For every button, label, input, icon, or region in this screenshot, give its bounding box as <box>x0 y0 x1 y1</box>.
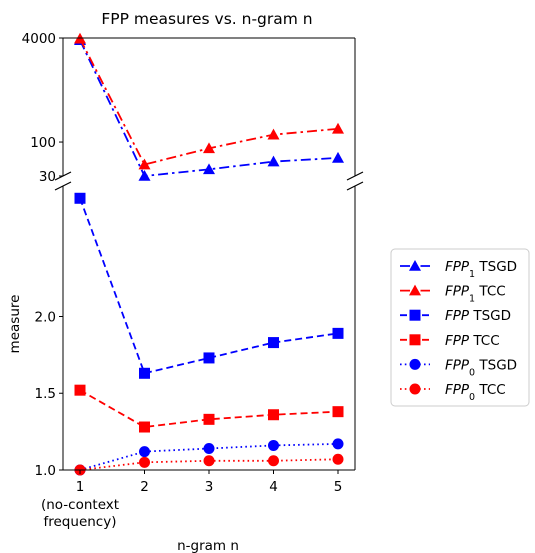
x-tick-label-1: 2 <box>140 479 149 495</box>
legend-entry-0-marker <box>409 260 421 271</box>
bottom-panel-series-3-point-4 <box>332 453 344 465</box>
bottom-y-tick-label-1: 1.5 <box>35 386 56 402</box>
bottom-panel-series-3-point-3 <box>268 455 279 467</box>
bottom-panel-series-2-point-4 <box>332 438 344 450</box>
x-tick-label-3: 4 <box>269 479 278 495</box>
bottom-panel-series-0-line <box>79 197 339 375</box>
top-panel-series-0-line <box>79 39 339 177</box>
legend-entry-3-label: FPP TCC <box>445 333 500 349</box>
x-tick-label-4: 5 <box>334 479 343 495</box>
bottom-panel-series-0-point-0 <box>74 192 86 204</box>
legend: FPP1 TSGD FPP1 TCC FPP TSGD FPP TCC FPP0 TSG… <box>390 248 530 407</box>
bottom-y-tick-label-0: 1.0 <box>35 463 56 479</box>
bottom-panel-series-0-point-1 <box>139 367 150 379</box>
chart-title: FPP measures vs. n-gram n <box>101 10 312 28</box>
legend-entry-5-marker <box>409 383 421 395</box>
legend-entry-3-marker <box>409 334 421 346</box>
bottom-y-tick-label-2: 2.0 <box>35 309 56 325</box>
bottom-panel-series-3-line <box>79 458 339 471</box>
axes <box>54 37 364 471</box>
bottom-panel-series-1-point-3 <box>268 409 279 421</box>
bottom-panel-series-3-point-1 <box>139 456 150 468</box>
bottom-panel-series <box>74 192 344 476</box>
bottom-panel-series-1-point-0 <box>74 384 86 396</box>
x-tick-label-2: 3 <box>205 479 214 495</box>
bottom-panel-series-2-point-2 <box>203 443 215 455</box>
top-panel-series-0-point-3 <box>267 155 280 167</box>
legend-entry-4-label: FPP0 TSGD <box>445 357 517 378</box>
legend-entry-2-label: FPP TSGD <box>445 308 511 324</box>
top-y-tick-label-0: 30 <box>39 169 56 185</box>
legend-entry-0-label: FPP1 TSGD <box>445 259 517 280</box>
top-panel-series-1-point-1 <box>138 158 151 170</box>
bottom-panel-series-2-point-3 <box>268 439 279 451</box>
x-axis-label: n-gram n <box>177 538 239 553</box>
ticks: 30 100 4000 1.0 1.5 2.0 1 2 3 4 5 (no-contextfreque… <box>22 31 343 530</box>
y-axis-label: measure <box>7 295 23 354</box>
axis-break-mark-1 <box>54 181 72 191</box>
bottom-panel-series-2-point-1 <box>139 446 150 458</box>
top-panel-series-1-point-2 <box>203 142 215 154</box>
bottom-panel-series-1-point-1 <box>139 421 150 433</box>
bottom-panel-series-3-point-2 <box>203 455 215 467</box>
legend-entry-2-marker <box>409 309 421 321</box>
top-y-tick-label-1: 100 <box>30 135 56 151</box>
axis-break-mark-2 <box>346 171 364 181</box>
x-tick-label-0: 1 <box>76 479 85 495</box>
axis-break-mark-3 <box>346 181 364 191</box>
legend-entry-4-marker <box>409 358 421 370</box>
bottom-panel-series-0-point-2 <box>203 352 215 364</box>
top-panel-series-0-point-2 <box>203 163 215 175</box>
bottom-panel-series-1-line <box>79 389 339 428</box>
bottom-panel-series-2-line <box>79 443 339 471</box>
legend-frame <box>390 248 530 407</box>
bottom-panel-series-1-point-2 <box>203 413 215 425</box>
legend-entry-5-label: FPP0 TCC <box>445 382 506 403</box>
top-panel-series-0-point-1 <box>138 170 151 181</box>
bottom-panel-series-0-point-3 <box>268 337 279 349</box>
bottom-panel-series-1-point-4 <box>332 406 344 418</box>
top-y-tick-label-2: 4000 <box>22 31 56 47</box>
top-panel-series-1-point-4 <box>332 122 344 134</box>
x-tick-note-line-1: frequency) <box>44 514 117 530</box>
top-panel-series-1-point-3 <box>267 128 280 140</box>
top-panel-series <box>74 32 344 181</box>
legend-entry-1-marker <box>409 284 421 296</box>
legend-entry-1-label: FPP1 TCC <box>445 284 506 305</box>
bottom-panel-series-0-point-4 <box>332 327 344 339</box>
top-panel-series-0-point-4 <box>332 151 344 163</box>
x-tick-note-line-0: (no-context <box>41 497 119 513</box>
